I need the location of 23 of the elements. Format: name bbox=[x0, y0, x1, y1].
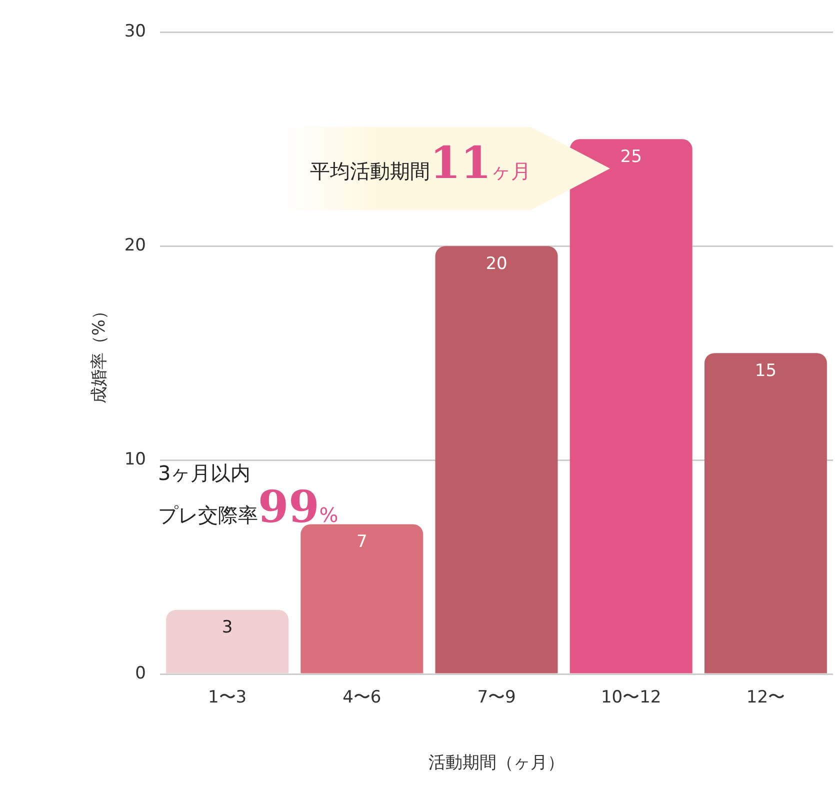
x-tick-label: 10〜12 bbox=[600, 688, 662, 708]
y-tick-label: 30 bbox=[124, 22, 146, 42]
data-label: 3 bbox=[222, 618, 233, 638]
y-axis-title: 成婚率（%） bbox=[90, 302, 110, 404]
data-label: 7 bbox=[356, 532, 368, 552]
y-tick-label: 10 bbox=[124, 449, 146, 470]
annotation: プレ交際率99% bbox=[158, 482, 338, 533]
bar bbox=[166, 610, 289, 674]
data-label: 20 bbox=[486, 254, 508, 274]
data-label: 25 bbox=[620, 147, 642, 168]
bar bbox=[435, 246, 558, 674]
bar bbox=[570, 139, 692, 674]
annotation: 3ヶ月以内 bbox=[158, 461, 251, 485]
x-axis-title: 活動期間（ヶ月） bbox=[428, 753, 564, 774]
x-tick-label: 4〜6 bbox=[342, 688, 382, 708]
data-label: 15 bbox=[754, 361, 777, 382]
x-tick-label: 7〜9 bbox=[477, 688, 516, 708]
y-tick-label: 20 bbox=[124, 236, 146, 256]
bar bbox=[300, 524, 424, 674]
bar bbox=[704, 353, 827, 674]
x-tick-label: 12〜 bbox=[746, 688, 786, 708]
x-tick-label: 1〜3 bbox=[208, 688, 247, 708]
y-tick-label: 0 bbox=[135, 663, 146, 684]
